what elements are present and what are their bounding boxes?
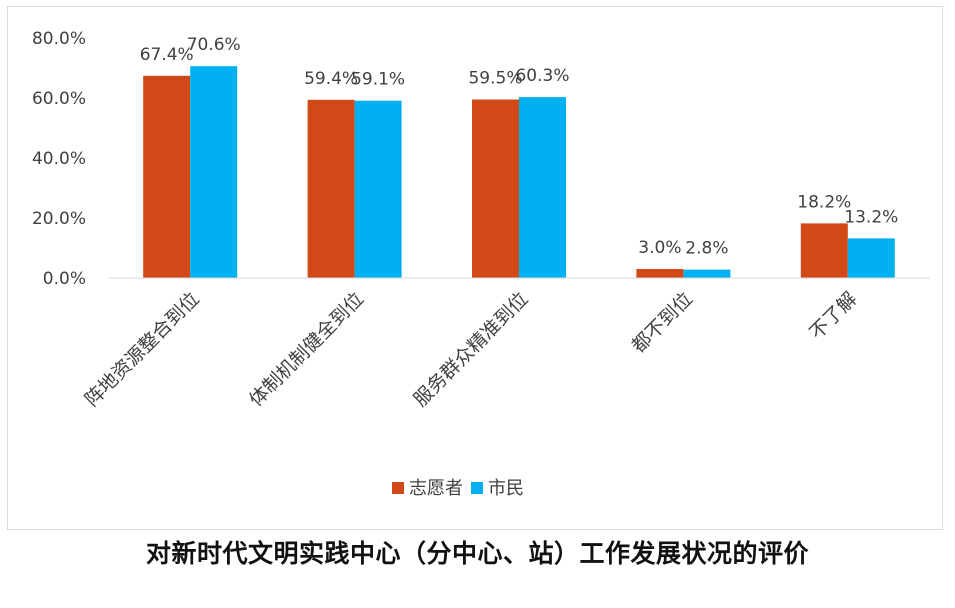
bar-citizen (190, 66, 238, 278)
x-category-label: 阵地资源整合到位 (81, 288, 204, 411)
bar-volunteer (143, 75, 191, 278)
bar-citizen (354, 100, 402, 278)
legend-label: 志愿者 (409, 478, 463, 499)
x-category-label: 体制机制健全到位 (245, 288, 368, 411)
bar-volunteer (636, 269, 684, 278)
data-label: 18.2% (797, 192, 851, 212)
bar-citizen (683, 269, 731, 278)
data-label: 59.1% (351, 70, 405, 90)
data-label: 2.8% (685, 239, 728, 259)
bar-volunteer (307, 99, 355, 278)
data-label: 59.4% (304, 69, 358, 89)
x-category-label: 都不到位 (628, 288, 697, 357)
y-tick-label: 40.0% (32, 149, 86, 169)
y-tick-label: 0.0% (43, 269, 86, 289)
y-tick-label: 60.0% (32, 89, 86, 109)
x-category-label: 服务群众精准到位 (409, 288, 532, 411)
data-label: 3.0% (638, 238, 681, 258)
bar-volunteer (800, 223, 848, 278)
x-category-label: 不了解 (805, 288, 861, 344)
data-label: 59.5% (468, 69, 522, 89)
bar-volunteer (472, 99, 519, 278)
bar-chart: 0.0% 20.0% 40.0% 60.0% 80.0% 67.4%70.6% 阵地资源整合… (32, 29, 930, 499)
chart-frame: 0.0% 20.0% 40.0% 60.0% 80.0% 67.4% 70.6% 阵地资源整合… (7, 6, 943, 530)
data-label: 70.6% (187, 35, 241, 55)
data-label: 67.4% (140, 45, 194, 65)
y-tick-label: 20.0% (32, 209, 86, 229)
bar-citizen (847, 238, 895, 278)
legend-swatch (471, 482, 483, 494)
legend-swatch (392, 482, 404, 494)
data-label: 13.2% (844, 207, 898, 227)
bar-citizen (519, 97, 566, 278)
data-label: 60.3% (515, 66, 569, 86)
legend-label: 市民 (488, 478, 524, 499)
y-tick-label: 80.0% (32, 29, 86, 49)
chart-caption: 对新时代文明实践中心（分中心、站）工作发展状况的评价 (145, 539, 809, 568)
